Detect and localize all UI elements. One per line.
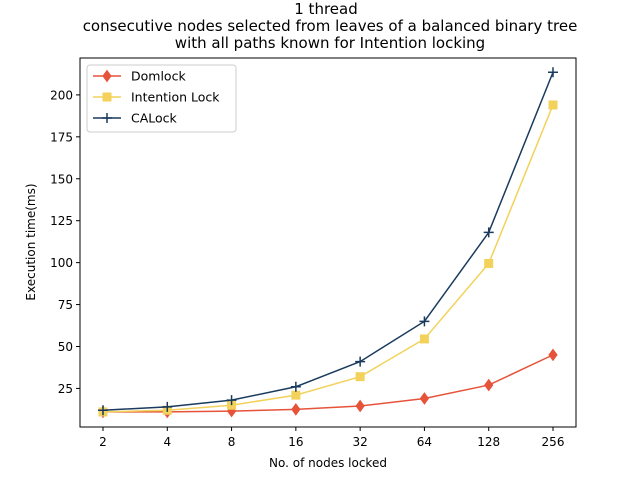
y-tick-label: 75	[58, 298, 73, 312]
legend-marker	[102, 69, 112, 83]
series-calock	[98, 67, 558, 416]
data-point	[355, 372, 365, 382]
data-point	[419, 334, 429, 344]
data-point	[355, 399, 365, 413]
chart-title-line-1: 1 thread	[294, 0, 357, 18]
legend-label: Domlock	[131, 69, 186, 84]
data-point	[226, 395, 237, 406]
legend-label: Intention Lock	[131, 90, 220, 105]
x-axis-label: No. of nodes locked	[269, 456, 387, 470]
x-tick-label: 64	[417, 435, 432, 449]
data-point	[419, 392, 430, 405]
series-layer	[98, 67, 558, 419]
legend-label: CALock	[131, 111, 178, 126]
x-tick-label: 16	[288, 435, 303, 449]
y-tick-label: 50	[58, 340, 73, 354]
data-point	[98, 405, 108, 416]
legend-frame	[86, 64, 237, 133]
y-tick-label: 100	[50, 256, 73, 270]
legend-item: Domlock	[93, 69, 186, 84]
y-tick-label: 175	[50, 130, 73, 144]
data-point	[355, 356, 366, 367]
plot-area-frame	[79, 57, 577, 428]
series-line	[102, 71, 554, 411]
chart-title-line-2: consecutive nodes selected from leaves o…	[83, 17, 578, 35]
data-point	[290, 381, 301, 392]
y-tick-label: 150	[50, 172, 73, 186]
series-line	[102, 104, 554, 413]
legend: Domlock Intention Lock CALock	[86, 64, 237, 133]
data-point	[548, 100, 558, 110]
x-tick-label: 2	[99, 435, 107, 449]
series-line	[103, 354, 554, 413]
legend-marker	[102, 113, 112, 123]
x-tick-label: 4	[163, 435, 171, 449]
data-point	[291, 390, 301, 400]
data-point	[419, 316, 430, 327]
chart-title-line-3: with all paths known for Intention locki…	[175, 34, 485, 52]
x-tick-label: 32	[353, 435, 368, 449]
x-tick-label: 256	[542, 435, 565, 449]
data-point	[548, 348, 558, 362]
x-tick-label: 8	[228, 435, 236, 449]
x-axis: 2 4 8 16 32 64 128 256	[99, 427, 564, 449]
legend-item: CALock	[93, 111, 178, 126]
y-axis-label: Execution time(ms)	[24, 183, 38, 300]
data-point	[484, 378, 494, 392]
y-tick-label: 200	[50, 88, 73, 102]
y-axis: 25 50 75 100 125 150 175 200	[50, 88, 80, 396]
legend-items: Domlock Intention Lock CALock	[93, 69, 220, 126]
legend-marker	[102, 92, 112, 102]
data-point	[548, 67, 558, 78]
data-point	[162, 401, 173, 412]
y-tick-label: 25	[58, 382, 73, 396]
legend-item: Intention Lock	[93, 90, 220, 105]
y-tick-label: 125	[50, 214, 73, 228]
data-point	[291, 403, 301, 416]
data-point	[484, 258, 494, 268]
x-tick-label: 128	[477, 435, 500, 449]
data-point	[483, 227, 494, 238]
